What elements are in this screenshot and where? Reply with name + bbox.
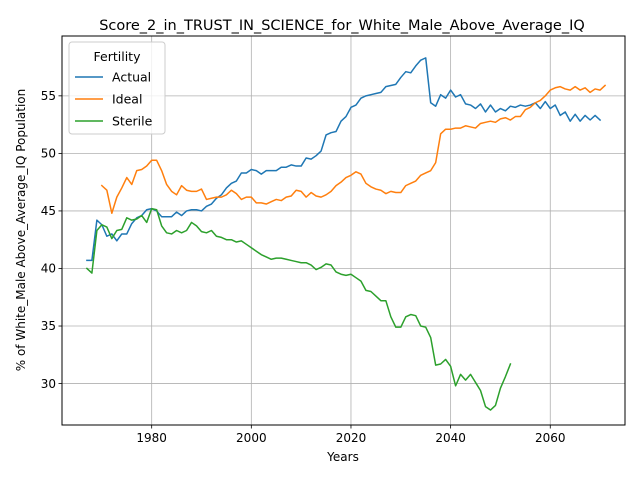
x-tick-label: 2060 xyxy=(535,431,566,445)
y-axis: 30 35 40 45 50 55 xyxy=(41,89,62,391)
legend-label-actual: Actual xyxy=(112,70,151,85)
y-tick-label: 50 xyxy=(41,147,56,161)
legend-label-sterile: Sterile xyxy=(112,114,153,129)
x-axis: 1980 2000 2020 2040 2060 xyxy=(136,425,566,445)
x-tick-label: 2040 xyxy=(435,431,466,445)
chart-title: Score_2_in_TRUST_IN_SCIENCE_for_White_Ma… xyxy=(99,18,585,34)
plot-frame xyxy=(61,35,626,426)
y-tick-label: 30 xyxy=(41,377,56,391)
y-tick-label: 35 xyxy=(41,319,56,333)
y-axis-label: % of White_Male Above_Average_IQ Populat… xyxy=(14,89,28,372)
legend-title: Fertility xyxy=(94,49,142,64)
y-tick-label: 45 xyxy=(41,204,56,218)
series-line-ideal xyxy=(100,84,607,214)
legend-box xyxy=(68,41,166,135)
x-tick-label: 2000 xyxy=(236,431,267,445)
x-tick-label: 2020 xyxy=(336,431,367,445)
x-axis-label: Years xyxy=(326,450,359,464)
legend-label-ideal: Ideal xyxy=(112,92,142,107)
series-layer xyxy=(85,57,607,411)
x-tick-label: 1980 xyxy=(136,431,167,445)
series-line-sterile xyxy=(85,207,512,411)
legend: Fertility Actual Ideal Sterile xyxy=(68,41,166,135)
y-tick-label: 40 xyxy=(41,262,56,276)
series-line-actual xyxy=(86,57,602,262)
y-tick-label: 55 xyxy=(41,89,56,103)
